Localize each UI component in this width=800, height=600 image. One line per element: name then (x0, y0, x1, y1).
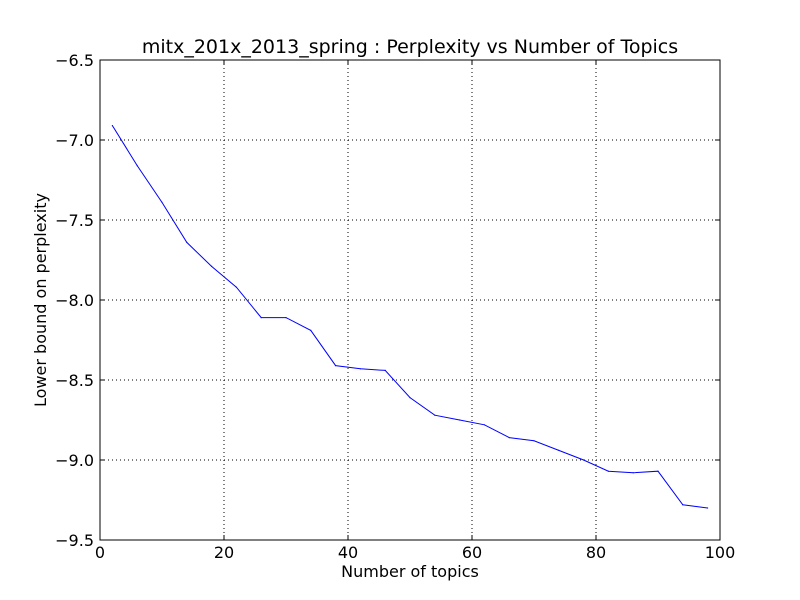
data-point (707, 507, 709, 509)
data-point (384, 369, 386, 371)
data-point (434, 414, 436, 416)
y-tick-label: −8.0 (55, 291, 94, 310)
x-axis-label: Number of topics (341, 562, 479, 581)
data-point (235, 286, 237, 288)
grid-lines (100, 60, 720, 540)
series-layer (111, 125, 709, 509)
data-point (409, 397, 411, 399)
data-point (558, 449, 560, 451)
series-line (111, 125, 708, 509)
x-tick-labels: 0 20 40 60 80 100 (95, 543, 735, 562)
data-point (260, 317, 262, 319)
y-tick-label: −9.0 (55, 451, 94, 470)
data-point (508, 437, 510, 439)
data-point (583, 459, 585, 461)
x-tick-label: 20 (214, 543, 234, 562)
y-tick-label: −8.5 (55, 371, 94, 390)
data-point (483, 424, 485, 426)
y-tick-label: −9.5 (55, 531, 94, 550)
x-tick-label: 100 (705, 543, 736, 562)
x-tick-label: 80 (586, 543, 606, 562)
data-point (186, 241, 188, 243)
x-tick-label: 40 (338, 543, 358, 562)
data-point (657, 470, 659, 472)
data-point (459, 419, 461, 421)
x-tick-label: 60 (462, 543, 482, 562)
chart-title: mitx_201x_2013_spring : Perplexity vs Nu… (142, 36, 678, 58)
data-point (111, 125, 113, 127)
x-tick-label: 0 (95, 543, 105, 562)
y-tick-labels: −6.5 −7.0 −7.5 −8.0 −8.5 −9.0 −9.5 (55, 51, 94, 550)
data-point (335, 365, 337, 367)
data-point (161, 201, 163, 203)
data-point (533, 440, 535, 442)
ticks-layer (99, 59, 721, 541)
data-point (136, 165, 138, 167)
y-tick-label: −7.0 (55, 131, 94, 150)
data-point (359, 368, 361, 370)
y-tick-label: −7.5 (55, 211, 94, 230)
data-point (211, 265, 213, 267)
data-point (632, 472, 634, 474)
data-point (682, 504, 684, 506)
data-point (607, 470, 610, 472)
data-point (285, 317, 287, 319)
y-axis-label: Lower bound on perplexity (31, 193, 50, 407)
data-point (310, 329, 312, 331)
y-tick-label: −6.5 (55, 51, 94, 70)
